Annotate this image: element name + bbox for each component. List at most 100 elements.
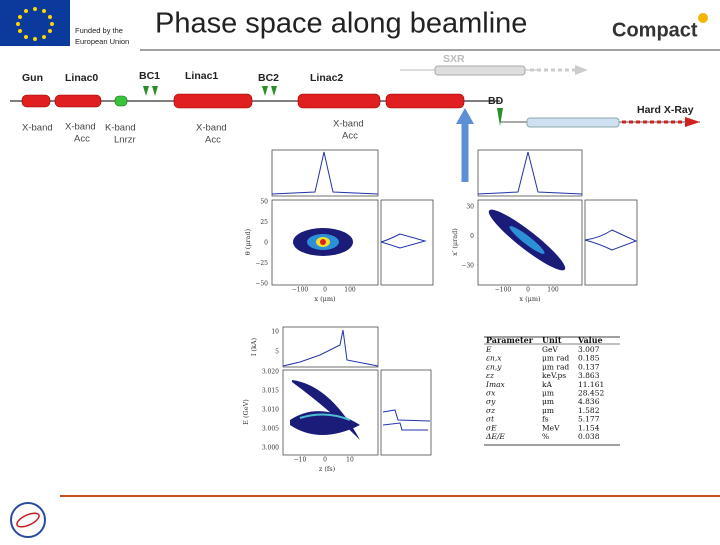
- table-cell: 0.185: [578, 354, 600, 363]
- tick-label: 0: [323, 457, 327, 464]
- table-cell: fs: [542, 415, 549, 424]
- tick-label: 3.000: [262, 445, 279, 452]
- sxr-undulator: [434, 65, 526, 76]
- hxr-undulator: [526, 117, 620, 128]
- table-cell: 1.154: [578, 423, 600, 432]
- table-cell: 3.863: [578, 371, 600, 380]
- beamline-label: Hard X-Ray: [637, 104, 694, 116]
- tick-label: −10: [294, 457, 307, 464]
- tick-label: −30: [461, 263, 474, 270]
- tick-label: 30: [466, 204, 474, 211]
- component-label: Acc: [342, 131, 358, 142]
- table-cell: μm: [542, 406, 554, 415]
- axis-label: x (μm): [314, 295, 336, 303]
- tick-label: 3.020: [262, 369, 279, 376]
- component-label: X-band: [196, 123, 227, 134]
- table-cell: μm rad: [542, 354, 569, 363]
- beamline-label: BD: [488, 95, 504, 107]
- component-label: Acc: [74, 134, 90, 145]
- table-cell: E: [485, 345, 492, 354]
- axis-label: x (μm): [519, 295, 541, 303]
- table-cell: εn,x: [486, 354, 502, 363]
- table-cell: μm: [542, 389, 554, 398]
- table-cell: σz: [486, 406, 495, 415]
- table-cell: σE: [486, 423, 497, 432]
- slide-title: Phase space along beamline: [155, 8, 527, 40]
- funding-line: Funded by the: [75, 26, 123, 35]
- table-cell: 0.137: [578, 362, 600, 371]
- sxr-arrow: [575, 65, 588, 75]
- tick-label: 10: [271, 329, 279, 336]
- tick-label: 3.005: [262, 426, 279, 433]
- funding-line: European Union: [75, 37, 129, 46]
- tick-label: 0: [470, 233, 474, 240]
- beamline-label: BC2: [258, 72, 279, 84]
- logo-sun: [698, 13, 708, 23]
- hxr-arrow: [685, 117, 700, 127]
- table-cell: 28.452: [578, 389, 604, 398]
- table-cell: εn,y: [486, 362, 502, 371]
- logo-text: Compact: [612, 19, 698, 41]
- axis-label: x′ (μrad): [451, 228, 459, 256]
- chicane-magnets: [143, 86, 503, 126]
- tick-label: −100: [495, 287, 512, 294]
- component-label: X-band: [333, 119, 364, 130]
- table-cell: Imax: [485, 380, 506, 389]
- table-cell: ΔE/E: [485, 432, 505, 441]
- tick-label: 0: [264, 240, 268, 247]
- table-cell: 4.836: [578, 397, 600, 406]
- beamline-label: BC1: [139, 70, 160, 82]
- accelerators: [21, 93, 465, 109]
- tick-label: −25: [255, 260, 268, 267]
- footer-logo-orbit: [16, 512, 40, 528]
- table-cell: MeV: [542, 423, 560, 432]
- beamline-label: Linac2: [310, 72, 343, 84]
- tick-label: 0: [526, 287, 530, 294]
- eu-stars: [16, 7, 54, 41]
- tick-label: 25: [260, 219, 268, 226]
- table-cell: μm: [542, 397, 554, 406]
- table-cell: εz: [486, 371, 494, 380]
- beamline-label: SXR: [443, 53, 465, 65]
- tick-label: 100: [547, 287, 559, 294]
- table-header: Unit: [542, 335, 562, 345]
- axis-label: z (fs): [319, 465, 336, 473]
- table-cell: 0.038: [578, 432, 600, 441]
- table-cell: GeV: [542, 345, 558, 354]
- beamline-label: Linac1: [185, 70, 218, 82]
- table-cell: %: [542, 432, 549, 441]
- tick-label: 3.010: [262, 407, 279, 414]
- axis-label: I (kA): [250, 337, 258, 356]
- linearizer: [114, 95, 128, 107]
- component-label: Acc: [205, 135, 221, 146]
- tick-label: 0: [323, 287, 327, 294]
- table-cell: keV.ps: [542, 371, 566, 380]
- axis-label: θ (μrad): [244, 228, 252, 255]
- projection-curves: [271, 151, 638, 431]
- component-label: Lnrzr: [114, 135, 136, 146]
- table-header: Value: [577, 335, 603, 345]
- beamline-label: Gun: [22, 72, 43, 84]
- footer-logo: [10, 502, 46, 538]
- table-cell: kA: [542, 380, 553, 389]
- table-cell: 5.177: [578, 415, 600, 424]
- table-cell: σx: [486, 389, 496, 398]
- axis-label: E (GeV): [242, 399, 250, 425]
- tick-label: 5: [275, 349, 279, 356]
- component-label: X-band: [65, 122, 96, 133]
- phase-space-scatter: [290, 209, 566, 440]
- table-cell: 11.161: [578, 380, 604, 389]
- tick-label: 10: [346, 457, 354, 464]
- tick-label: 100: [344, 287, 356, 294]
- component-label: K-band: [105, 123, 136, 134]
- table-cell: μm rad: [542, 362, 569, 371]
- pointer-arrow-head: [456, 108, 474, 124]
- tick-label: −50: [255, 281, 268, 288]
- parameter-table: Parameter Unit Value E GeV 3.007 εn,x μm rad 0.1…: [485, 335, 604, 441]
- table-cell: 1.582: [578, 406, 600, 415]
- beamline-label: Linac0: [65, 72, 98, 84]
- tick-label: −100: [292, 287, 309, 294]
